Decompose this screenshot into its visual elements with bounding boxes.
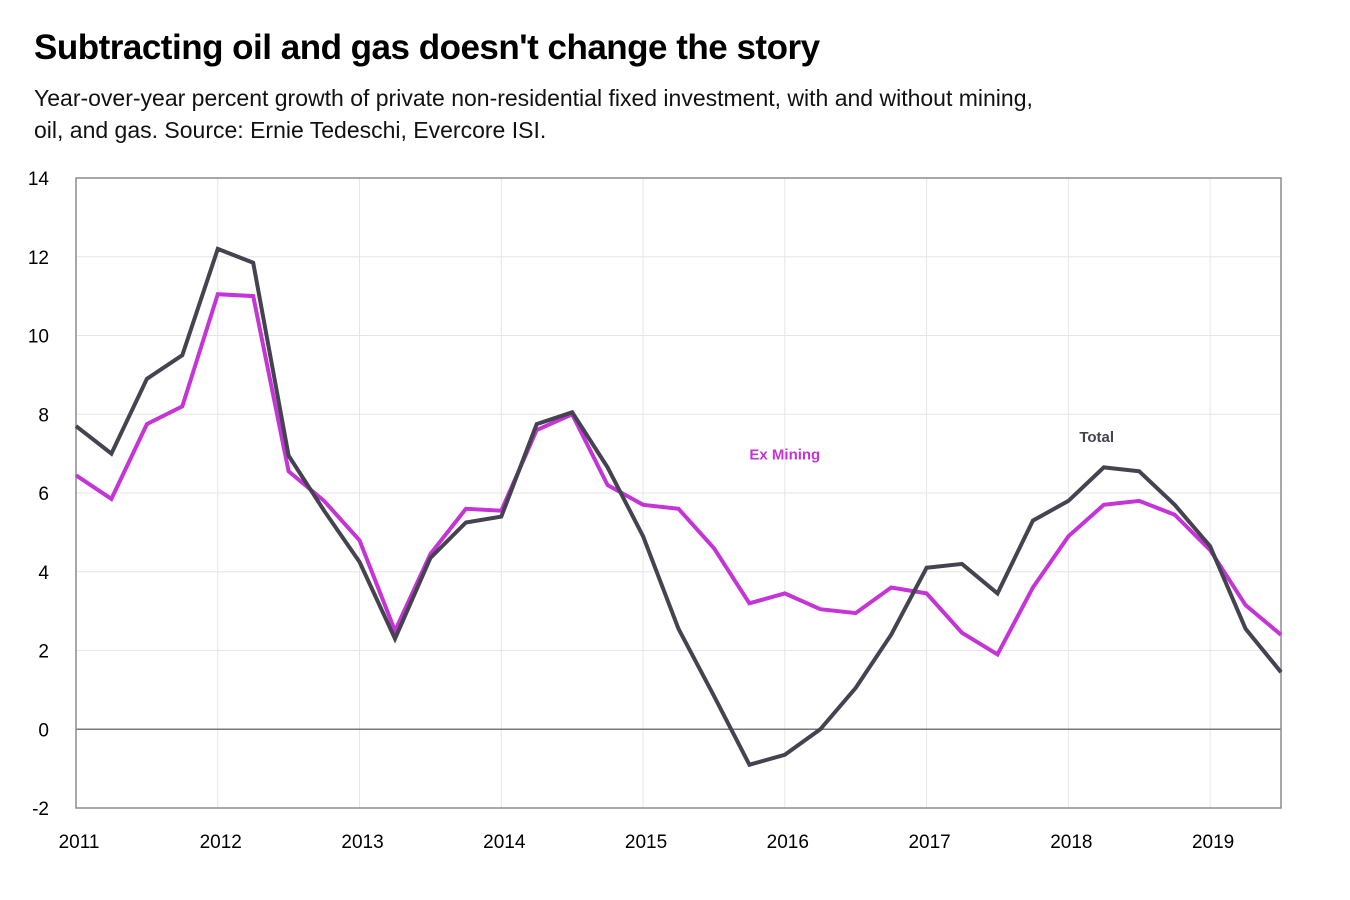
data-point: [535, 422, 539, 426]
x-tick-label: 2017: [908, 832, 950, 853]
chart-title: Subtracting oil and gas doesn't change t…: [34, 28, 820, 67]
y-tick-label: 10: [28, 327, 49, 348]
x-tick-label: 2013: [341, 832, 383, 853]
data-point: [180, 404, 184, 408]
data-point: [216, 292, 220, 296]
series-lines: [74, 246, 1283, 768]
data-point: [1137, 499, 1141, 503]
series-labels: Total Ex Mining: [749, 429, 1114, 464]
data-point: [287, 469, 291, 473]
data-point: [996, 652, 1000, 656]
data-point: [464, 507, 468, 511]
data-point: [641, 534, 645, 538]
x-tick-label: 2014: [483, 832, 526, 853]
gridlines: [76, 178, 1281, 808]
y-tick-label: 12: [28, 248, 49, 269]
data-point: [145, 422, 149, 426]
data-point: [74, 424, 78, 428]
series-label-total: Total: [1079, 429, 1114, 446]
y-axis-ticks: -2 0 2 4 6 8 10 12 14: [28, 169, 50, 820]
data-point: [1244, 627, 1248, 631]
x-tick-label: 2011: [59, 832, 100, 853]
data-point: [109, 497, 113, 501]
data-point: [783, 591, 787, 595]
series-line-total: [74, 246, 1283, 768]
data-point: [74, 473, 78, 477]
data-point: [889, 586, 893, 590]
data-point: [109, 452, 113, 456]
data-point: [818, 727, 822, 731]
data-point: [393, 637, 397, 641]
data-point: [641, 503, 645, 507]
x-tick-label: 2015: [625, 832, 667, 853]
data-point: [925, 591, 929, 595]
data-point: [1137, 469, 1141, 473]
data-point: [499, 515, 503, 519]
data-point: [925, 566, 929, 570]
data-point: [428, 556, 432, 560]
data-point: [606, 465, 610, 469]
data-point: [1244, 603, 1248, 607]
data-point: [889, 633, 893, 637]
y-tick-label: -2: [32, 799, 49, 820]
y-tick-label: 2: [38, 642, 49, 663]
data-point: [358, 560, 362, 564]
data-point: [747, 601, 751, 605]
y-tick-label: 0: [38, 720, 49, 741]
chart-subtitle: Year-over-year percent growth of private…: [34, 85, 1033, 143]
plot-frame: [75, 177, 1282, 809]
data-point: [606, 483, 610, 487]
data-point: [1102, 465, 1106, 469]
x-tick-label: 2018: [1050, 832, 1092, 853]
data-point: [1031, 586, 1035, 590]
data-point: [818, 607, 822, 611]
y-tick-label: 14: [28, 169, 50, 190]
data-point: [287, 454, 291, 458]
y-tick-label: 8: [38, 405, 49, 426]
data-point: [251, 294, 255, 298]
data-point: [783, 753, 787, 757]
data-point: [1173, 503, 1177, 507]
data-point: [712, 694, 716, 698]
data-point: [854, 611, 858, 615]
data-point: [251, 261, 255, 265]
data-point: [1031, 519, 1035, 523]
data-point: [996, 591, 1000, 595]
data-point: [464, 521, 468, 525]
data-point: [322, 499, 326, 503]
data-point: [747, 763, 751, 767]
data-point: [854, 686, 858, 690]
data-point: [1102, 503, 1106, 507]
x-tick-label: 2012: [200, 832, 242, 853]
x-tick-label: 2016: [767, 832, 809, 853]
data-point: [1066, 534, 1070, 538]
data-point: [180, 353, 184, 357]
data-point: [358, 538, 362, 542]
data-point: [1279, 670, 1283, 674]
series-line-ex-mining: [74, 292, 1283, 658]
x-axis-ticks: 2011 2012 2013 2014 2015 2016 2017 2018 2019: [59, 832, 1235, 853]
y-tick-label: 6: [38, 484, 49, 505]
data-point: [1208, 544, 1212, 548]
data-point: [1279, 633, 1283, 637]
series-label-ex-mining: Ex Mining: [749, 447, 820, 464]
data-point: [145, 377, 149, 381]
data-point: [960, 631, 964, 635]
data-point: [570, 410, 574, 414]
data-point: [322, 509, 326, 513]
y-tick-label: 4: [38, 563, 49, 584]
data-point: [216, 247, 220, 251]
x-tick-label: 2019: [1192, 832, 1234, 853]
data-point: [677, 627, 681, 631]
data-point: [712, 546, 716, 550]
data-point: [677, 507, 681, 511]
data-point: [960, 562, 964, 566]
data-point: [1173, 513, 1177, 517]
data-point: [1066, 499, 1070, 503]
